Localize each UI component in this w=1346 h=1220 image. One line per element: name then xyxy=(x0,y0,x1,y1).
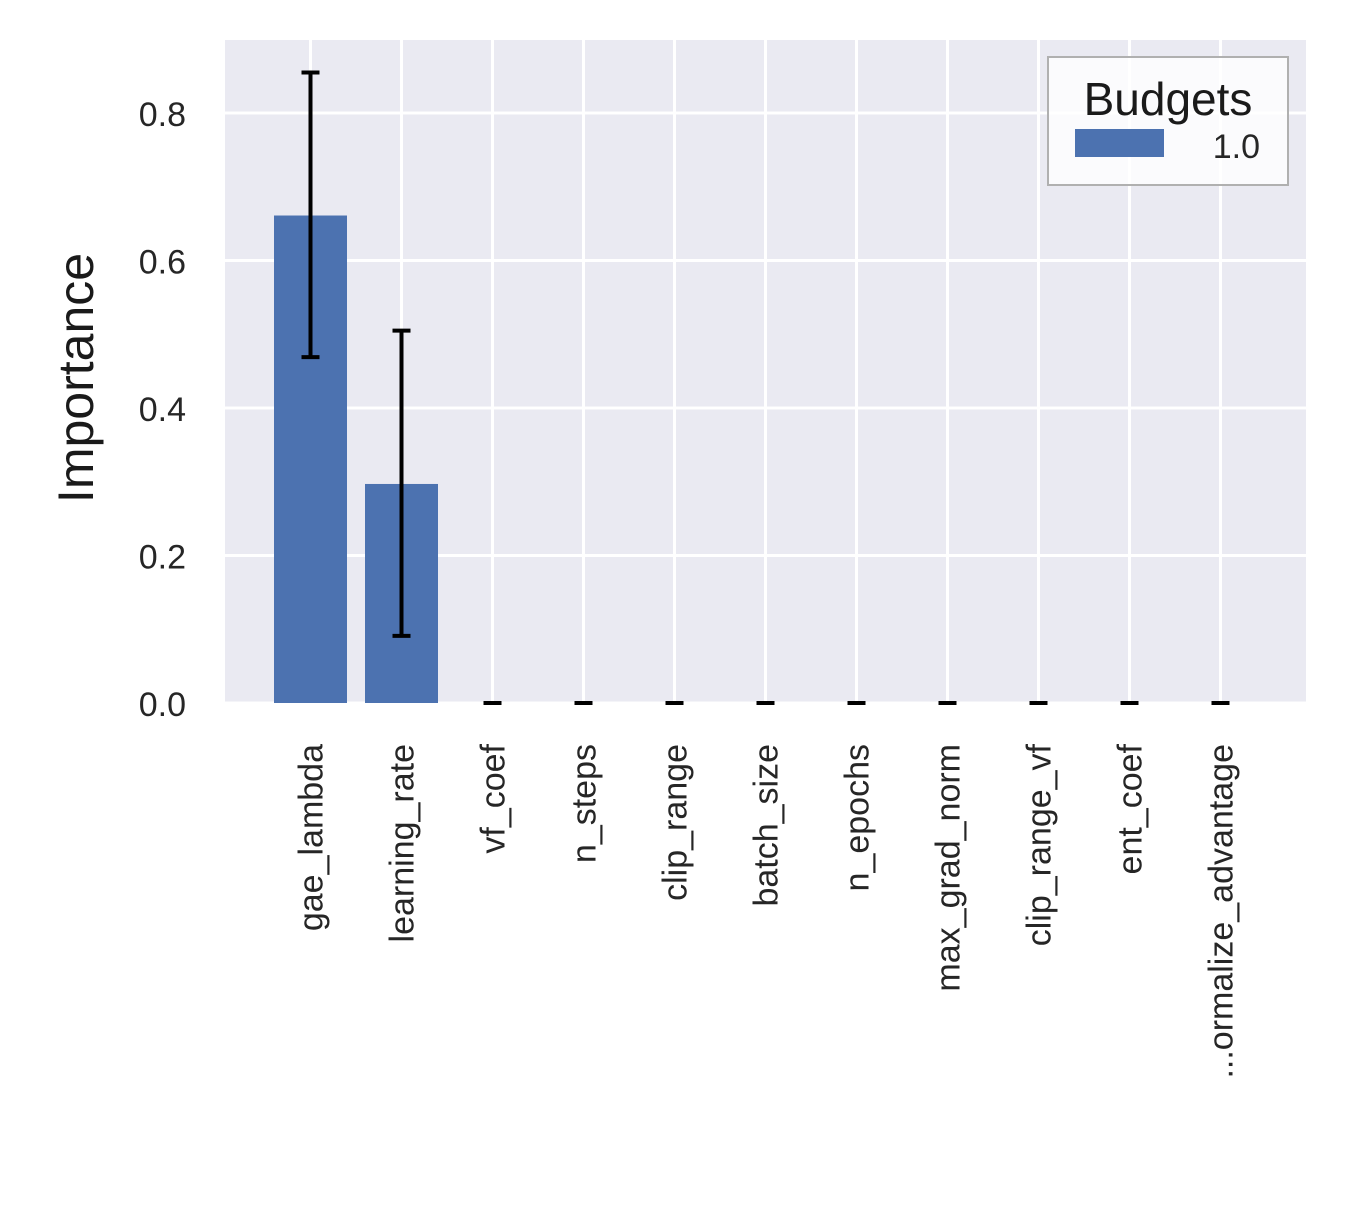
legend-entry-label: 1.0 xyxy=(1213,128,1260,166)
y-tick-label: 0.2 xyxy=(139,539,186,577)
y-tick-label: 0.0 xyxy=(139,686,186,724)
x-tick-label: learning_rate xyxy=(384,744,422,942)
legend-swatch xyxy=(1075,129,1164,157)
x-tick-label: ent_coef xyxy=(1112,743,1150,874)
y-tick-label: 0.8 xyxy=(139,96,186,134)
y-tick-label: 0.4 xyxy=(139,391,186,429)
x-tick-label: clip_range_vf xyxy=(1021,743,1059,946)
legend-box xyxy=(1047,56,1289,186)
x-tick-label: max_grad_norm xyxy=(930,744,968,992)
legend: Budgets 1.0 xyxy=(1047,56,1289,186)
y-tick-labels: 0.0 0.2 0.4 0.6 0.8 xyxy=(139,96,186,724)
x-tick-label: batch_size xyxy=(748,744,786,907)
x-tick-label: gae_lambda xyxy=(293,744,331,931)
x-tick-labels: gae_lambda learning_rate vf_coef n_steps cli… xyxy=(293,743,1241,1078)
x-tick-label: ...ormalize_advantage xyxy=(1203,744,1241,1079)
error-bars xyxy=(301,70,1230,705)
x-tick-label: clip_range xyxy=(657,744,695,901)
x-tick-label: vf_coef xyxy=(475,743,513,853)
y-tick-label: 0.6 xyxy=(139,244,186,282)
legend-title: Budgets xyxy=(1084,73,1253,125)
x-tick-label: n_steps xyxy=(566,744,604,863)
gridlines xyxy=(225,40,1306,705)
y-axis-label: Importance xyxy=(48,253,104,503)
x-tick-label: n_epochs xyxy=(839,744,877,891)
